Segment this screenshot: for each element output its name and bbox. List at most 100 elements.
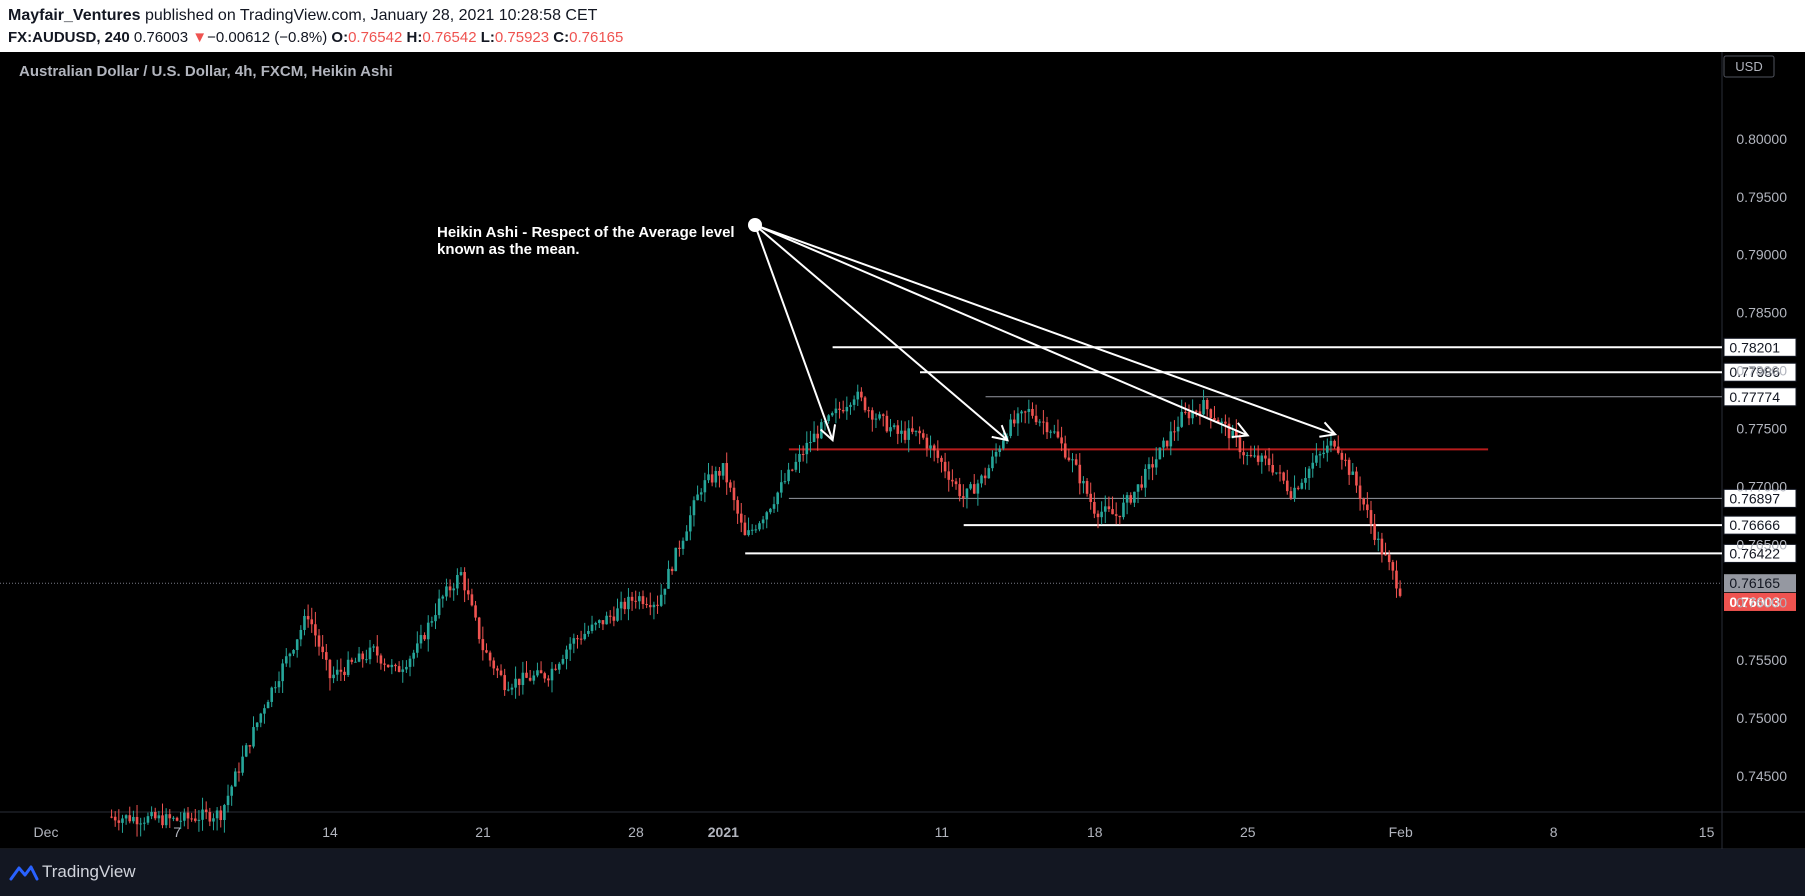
candle-body-up <box>627 596 630 610</box>
published-text: published on TradingView.com, January 28… <box>144 7 598 24</box>
candle-body-up <box>1304 478 1307 483</box>
candle-body-down <box>881 414 885 416</box>
candle-body-down <box>1362 498 1366 505</box>
candle-body-up <box>689 515 692 532</box>
candle-body-down <box>448 586 452 591</box>
candle-body-up <box>401 669 405 672</box>
candle-body-up <box>619 601 623 609</box>
candle-body-down <box>678 547 681 549</box>
candle-body-down <box>1198 411 1202 415</box>
candle-body-up <box>1260 455 1264 462</box>
author-name[interactable]: Mayfair_Ventures <box>8 7 141 24</box>
candle-body-up <box>1016 413 1020 424</box>
candle-body-up <box>787 469 790 482</box>
candle-body-up <box>889 427 892 432</box>
candle-body-up <box>514 678 517 688</box>
candle-body-down <box>1296 487 1300 489</box>
candle-body-down <box>1369 510 1373 524</box>
candle-body-up <box>874 418 878 420</box>
candle-body-down <box>1366 504 1369 511</box>
candle-body-down <box>1256 455 1260 462</box>
candle-body-down <box>528 677 532 681</box>
candle-body-up <box>299 629 303 640</box>
candle-body-up <box>1125 495 1129 503</box>
candle-body-up <box>241 756 244 773</box>
candle-body-up <box>252 727 255 747</box>
currency-badge[interactable] <box>1723 55 1775 78</box>
candle-body-up <box>532 675 536 681</box>
candle-body-up <box>852 399 856 405</box>
candle-body-down <box>634 600 638 602</box>
candle-body-up <box>587 630 590 634</box>
time-tick-label: Feb <box>1389 824 1413 840</box>
candle-body-up <box>659 594 663 606</box>
candle-body-down <box>317 635 321 647</box>
candle-body-up <box>1136 484 1140 492</box>
candle-body-up <box>390 664 394 668</box>
candle-body-down <box>310 619 314 625</box>
candle-body-down <box>972 484 976 494</box>
candle-body-down <box>1107 506 1111 510</box>
candle-body-up <box>419 635 423 644</box>
candle-body-down <box>1216 419 1220 424</box>
candle-body-down <box>547 678 550 681</box>
candle-body-up <box>780 482 783 493</box>
candle-body-up <box>892 425 896 428</box>
symbol-label: FX:AUDUSD, 240 <box>8 29 130 46</box>
candle-body-down <box>328 659 332 679</box>
candle-body-up <box>550 668 554 681</box>
candle-body-up <box>1154 459 1158 468</box>
last-price-tag <box>1724 592 1796 611</box>
time-tick-label: 7 <box>173 824 181 840</box>
level-price-label: 0.77774 <box>1729 389 1780 405</box>
candle-body-up <box>1300 482 1304 489</box>
candle-body-up <box>994 451 998 457</box>
candle-body-up <box>266 701 270 709</box>
candle-body-down <box>1358 485 1362 499</box>
candle-body-down <box>1085 481 1089 494</box>
candle-body-down <box>940 457 943 462</box>
candle-body-down <box>739 513 743 523</box>
candle-body-down <box>1042 421 1045 423</box>
time-axis[interactable]: Dec 7 14 21 28 2021 11 18 25 Feb 8 15 <box>34 824 1715 840</box>
price-tick-label: 0.76000 <box>1736 594 1787 610</box>
candle-body-down <box>645 604 648 606</box>
candle-body-up <box>1009 419 1012 436</box>
candle-body-up <box>215 810 219 819</box>
price-axis[interactable]: 0.80000 0.79500 0.79000 0.78500 0.78000 0.775… <box>1736 131 1787 784</box>
chart-title: Australian Dollar / U.S. Dollar, 4h, FXC… <box>19 63 393 80</box>
candle-body-down <box>110 816 113 818</box>
time-tick-label: 25 <box>1240 824 1256 840</box>
candle-body-down <box>983 475 987 479</box>
candle-body-up <box>1293 487 1296 499</box>
candle-body-up <box>365 659 368 661</box>
candle-body-down <box>1289 491 1293 499</box>
candle-body-down <box>612 616 616 621</box>
candle-body-down <box>1238 437 1242 453</box>
footer-brand[interactable]: TradingView <box>42 862 136 881</box>
candle-body-up <box>157 815 161 819</box>
candle-body-up <box>1082 481 1085 484</box>
time-tick-label: 18 <box>1087 824 1103 840</box>
candle-body-up <box>1158 447 1162 460</box>
candle-body-down <box>1373 523 1376 540</box>
candle-body-up <box>699 492 703 495</box>
candle-body-up <box>878 414 881 419</box>
candle-body-down <box>925 437 929 449</box>
candle-body-down <box>1278 472 1282 474</box>
candle-body-up <box>1053 431 1056 433</box>
candle-body-up <box>1180 411 1184 427</box>
candle-body-up <box>281 663 284 682</box>
candle-body-down <box>623 601 627 610</box>
candle-body-down <box>1333 440 1336 447</box>
candle-body-down <box>161 815 164 826</box>
candle-body-up <box>274 687 277 689</box>
chart-svg[interactable]: 0.78201 0.77986 0.77774 0.76897 0.76666 0.764… <box>0 52 1805 850</box>
chart-area[interactable]: 0.78201 0.77986 0.77774 0.76897 0.76666 0.764… <box>0 52 1805 850</box>
candles <box>110 384 1402 837</box>
candle-body-up <box>430 621 434 623</box>
candle-body-down <box>1235 430 1238 438</box>
candle-body-up <box>598 620 601 623</box>
tradingview-logo-icon[interactable] <box>9 863 39 882</box>
candle-body-up <box>721 463 725 476</box>
